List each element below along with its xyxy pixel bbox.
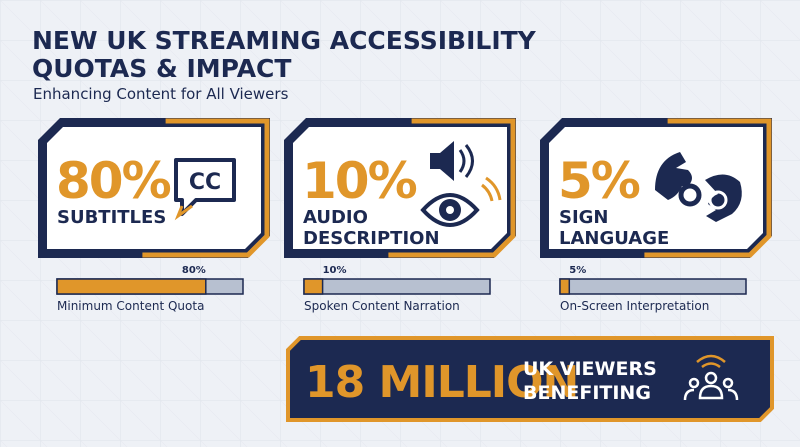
bar-label: 80% xyxy=(182,265,206,276)
title-line: QUOTAS & IMPACT xyxy=(32,54,291,83)
bar-label: 10% xyxy=(323,265,347,276)
bar-fill xyxy=(303,278,324,295)
card-accent xyxy=(388,118,516,258)
bar-track xyxy=(559,278,747,295)
banner-text: UK VIEWERS xyxy=(523,358,657,380)
subtitle: Enhancing Content for All Viewers xyxy=(33,85,289,103)
card-name: AUDIO xyxy=(303,207,368,228)
sign-language-icon xyxy=(655,152,742,222)
cc-icon: CC xyxy=(174,158,236,221)
card-accent xyxy=(644,118,772,258)
card-name: SUBTITLES xyxy=(57,207,166,228)
bar-track xyxy=(303,278,491,295)
viewers-icon xyxy=(683,354,739,401)
audio-eye-icon xyxy=(420,141,502,227)
banner: 18 MILLION UK VIEWERS BENEFITING xyxy=(286,336,774,422)
card-name: LANGUAGE xyxy=(559,228,669,249)
title-line: NEW UK STREAMING ACCESSIBILITY xyxy=(32,26,537,55)
card-body xyxy=(47,127,261,249)
card-percent: 10% xyxy=(302,152,417,210)
card-name: DESCRIPTION xyxy=(303,228,440,249)
cc-text: CC xyxy=(189,170,221,195)
banner-figure: 18 MILLION xyxy=(305,357,578,408)
bar-fill xyxy=(559,278,571,295)
card-accent xyxy=(142,118,270,258)
card-percent: 80% xyxy=(56,152,171,210)
bar-fill xyxy=(56,278,207,295)
card-caption: On-Screen Interpretation xyxy=(560,299,709,313)
card-caption: Minimum Content Quota xyxy=(57,299,204,313)
card-caption: Spoken Content Narration xyxy=(304,299,460,313)
bar-label: 5% xyxy=(569,265,586,276)
banner-text: BENEFITING xyxy=(523,382,651,404)
card-percent: 5% xyxy=(558,152,640,210)
card-name: SIGN xyxy=(559,207,609,228)
